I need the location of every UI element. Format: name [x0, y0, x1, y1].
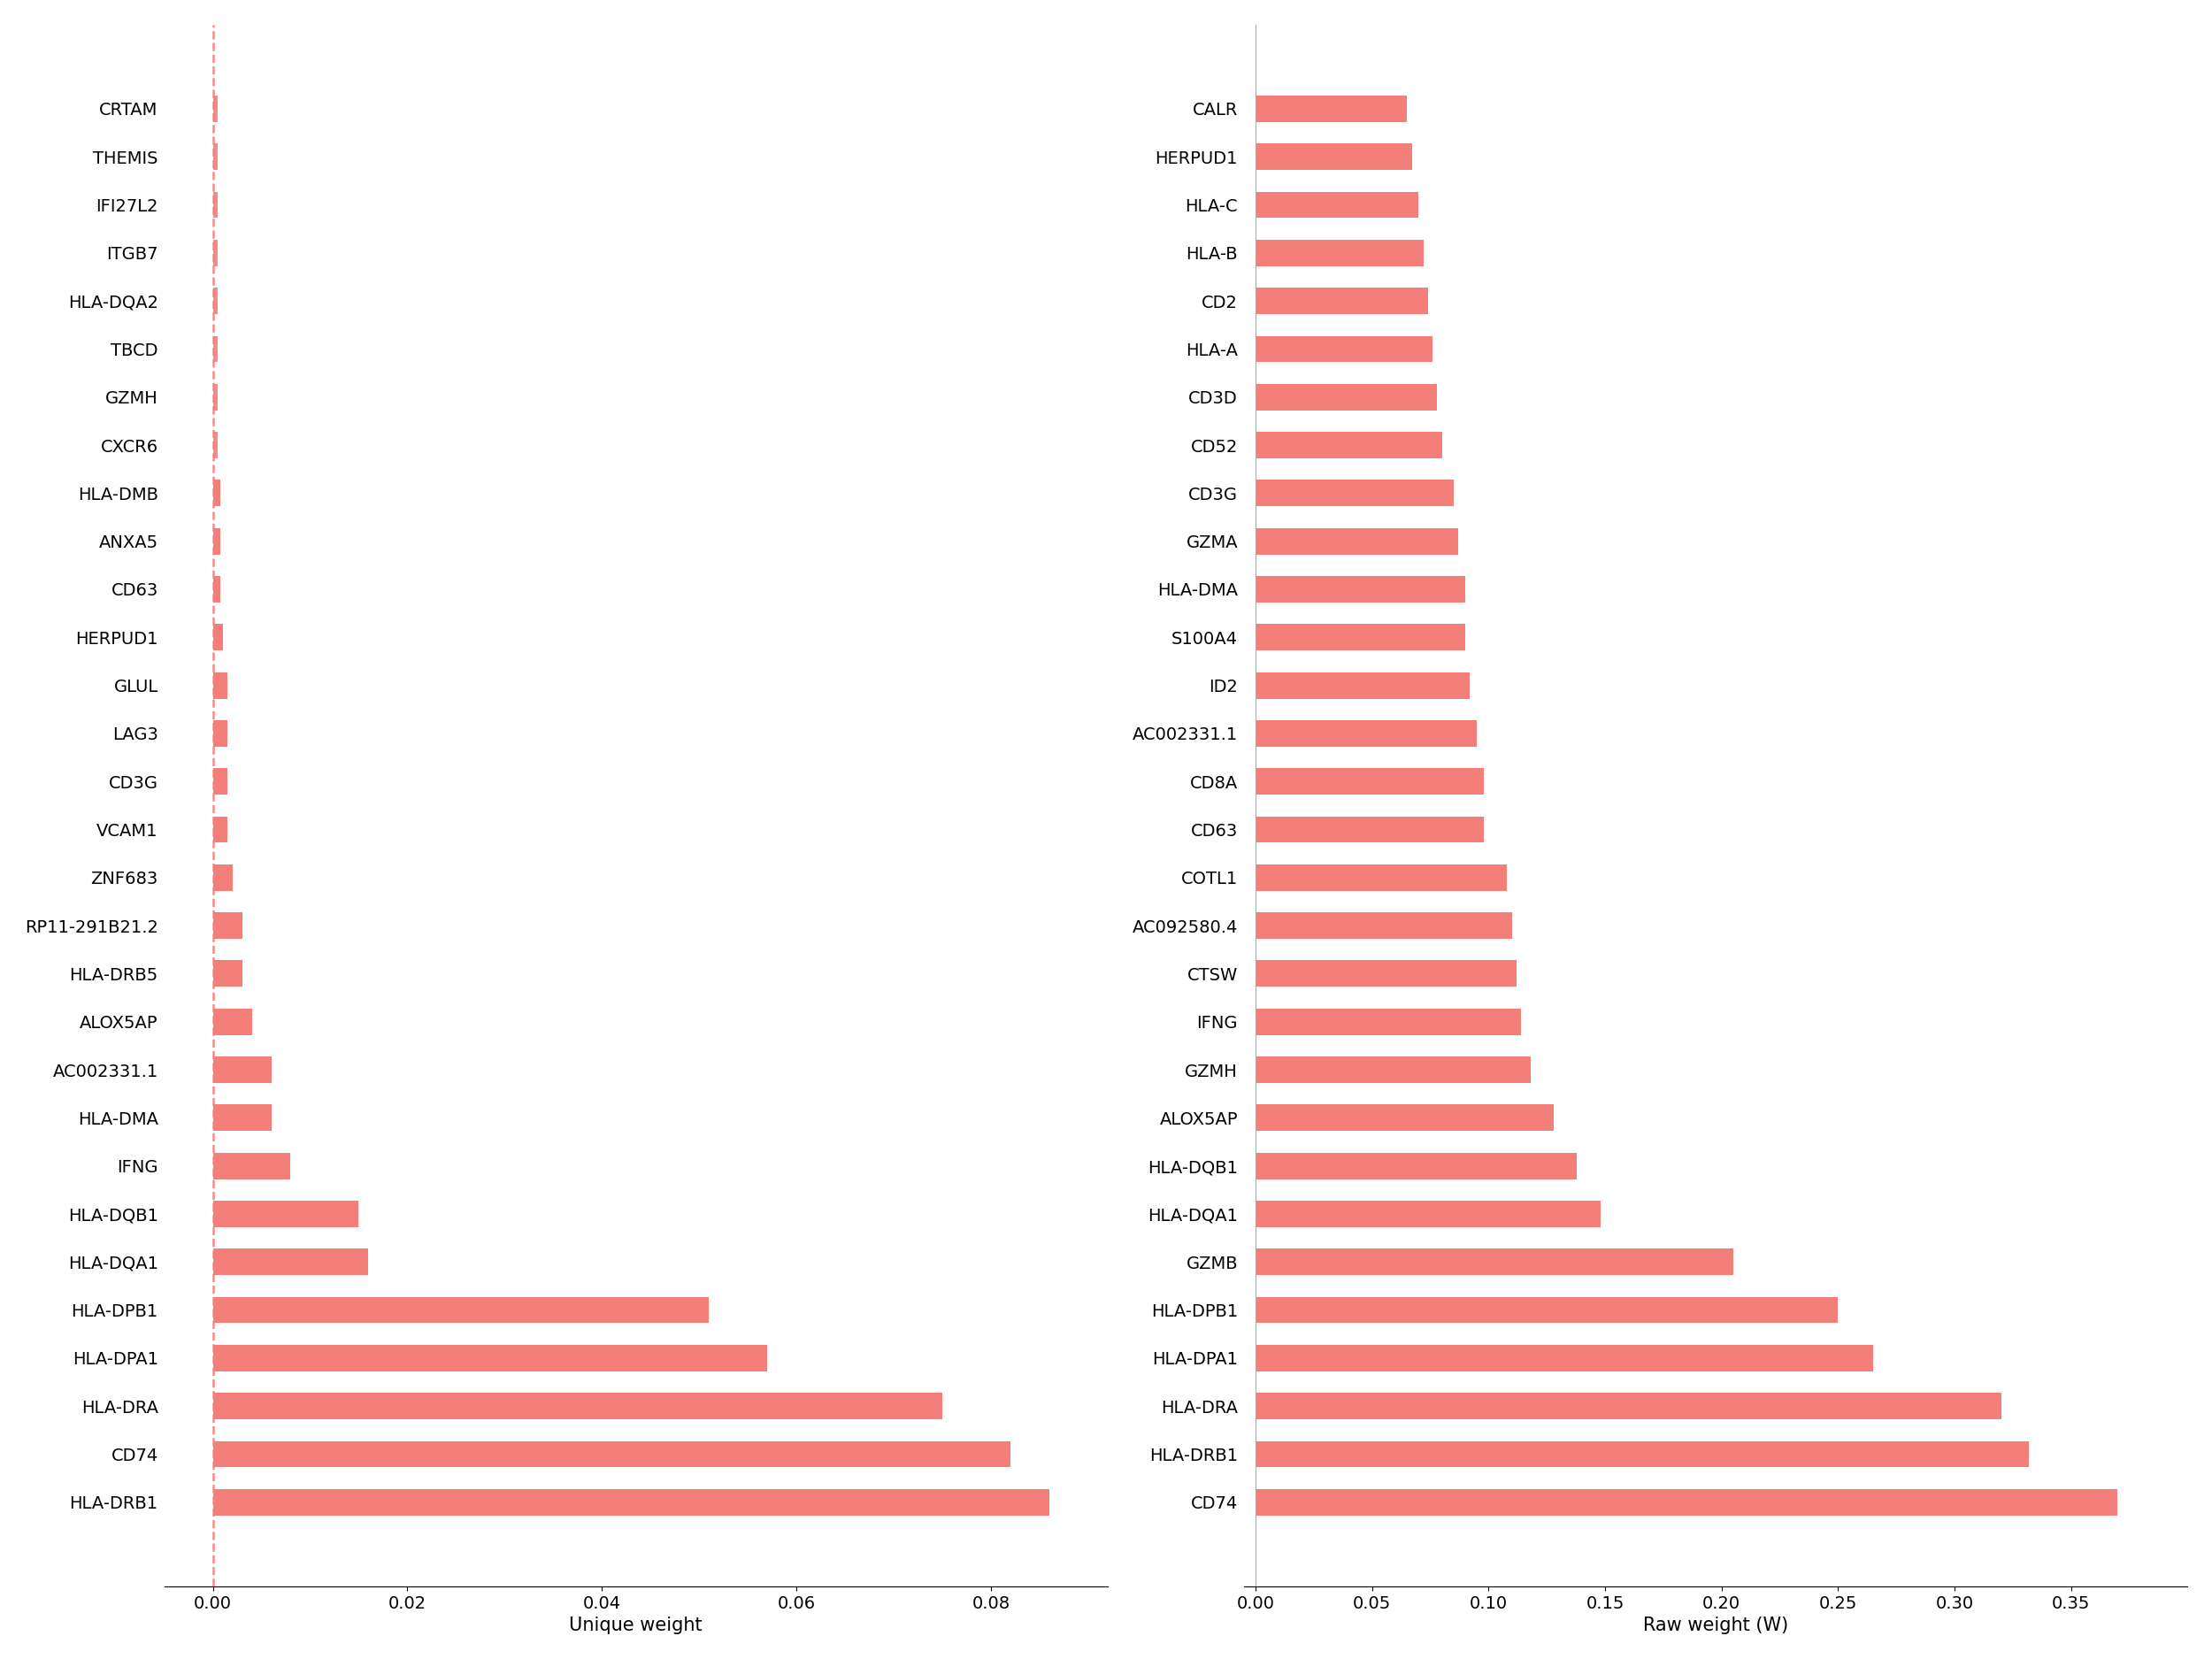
- Bar: [212, 479, 221, 506]
- Bar: [212, 192, 217, 217]
- Bar: [1256, 1394, 2002, 1420]
- Bar: [1256, 816, 1484, 843]
- Bar: [212, 816, 228, 843]
- Bar: [1256, 1105, 1553, 1131]
- X-axis label: Raw weight (W): Raw weight (W): [1644, 1618, 1787, 1634]
- Bar: [1256, 1201, 1601, 1228]
- Bar: [212, 1057, 272, 1083]
- Bar: [212, 431, 217, 458]
- Bar: [212, 672, 228, 698]
- Bar: [1256, 768, 1484, 795]
- Bar: [1256, 1442, 2028, 1467]
- Bar: [1256, 1249, 1734, 1276]
- Bar: [212, 1105, 272, 1131]
- Bar: [1256, 192, 1418, 217]
- Bar: [1256, 576, 1464, 602]
- Bar: [1256, 1153, 1577, 1180]
- Bar: [212, 144, 217, 169]
- Bar: [1256, 383, 1438, 410]
- Bar: [1256, 431, 1442, 458]
- Bar: [1256, 239, 1422, 265]
- Bar: [1256, 912, 1511, 939]
- Bar: [1256, 144, 1411, 169]
- Bar: [1256, 479, 1453, 506]
- Bar: [1256, 624, 1464, 650]
- Bar: [212, 239, 217, 265]
- Bar: [212, 528, 221, 554]
- Bar: [1256, 1009, 1522, 1035]
- Bar: [1256, 672, 1471, 698]
- Bar: [212, 1297, 708, 1324]
- Bar: [212, 1490, 1048, 1515]
- Bar: [212, 961, 241, 987]
- X-axis label: Unique weight: Unique weight: [568, 1618, 703, 1634]
- Bar: [212, 624, 223, 650]
- Bar: [212, 1201, 358, 1228]
- Bar: [212, 864, 232, 891]
- Bar: [212, 1345, 768, 1372]
- Bar: [212, 335, 217, 362]
- Bar: [212, 912, 241, 939]
- Bar: [212, 576, 221, 602]
- Bar: [1256, 96, 1407, 123]
- Bar: [212, 1249, 369, 1276]
- Bar: [1256, 1297, 1838, 1324]
- Bar: [1256, 528, 1458, 554]
- Bar: [1256, 961, 1517, 987]
- Bar: [212, 287, 217, 314]
- Bar: [212, 1009, 252, 1035]
- Bar: [212, 96, 217, 123]
- Bar: [212, 1394, 942, 1420]
- Bar: [212, 1442, 1011, 1467]
- Bar: [1256, 287, 1429, 314]
- Bar: [212, 768, 228, 795]
- Bar: [212, 1153, 290, 1180]
- Bar: [1256, 720, 1478, 747]
- Bar: [212, 720, 228, 747]
- Bar: [1256, 1345, 1874, 1372]
- Bar: [1256, 864, 1506, 891]
- Bar: [1256, 335, 1433, 362]
- Bar: [1256, 1490, 2117, 1515]
- Bar: [1256, 1057, 1531, 1083]
- Bar: [212, 383, 217, 410]
